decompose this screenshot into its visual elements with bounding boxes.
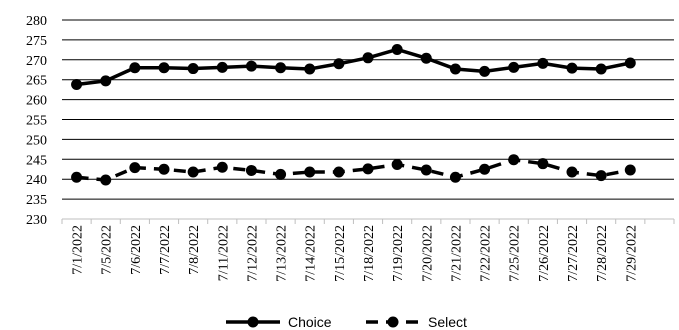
x-tick-label: 7/19/2022 (391, 225, 406, 282)
y-axis-tick-labels: 230 235 240 245 250 255 260 265 270 275 280 (26, 14, 47, 228)
y-tick-label: 245 (26, 153, 47, 168)
x-tick-label: 7/13/2022 (275, 225, 290, 282)
data-point-choice (595, 63, 607, 75)
x-tick-label: 7/27/2022 (566, 225, 581, 282)
y-tick-label: 255 (26, 114, 47, 129)
axes (61, 218, 675, 224)
x-tick-label: 7/6/2022 (129, 225, 144, 275)
data-point-select (595, 170, 607, 182)
legend-marker (247, 316, 259, 328)
data-point-choice (362, 52, 374, 64)
y-tick-label: 275 (26, 34, 47, 49)
data-point-choice (449, 63, 461, 75)
y-tick-label: 265 (26, 74, 47, 89)
data-point-select (362, 163, 374, 175)
x-tick-label: 7/12/2022 (245, 225, 260, 282)
y-tick-label: 240 (26, 173, 47, 188)
data-point-select (508, 154, 520, 166)
legend-item-select: Select (366, 314, 467, 330)
y-tick-label: 230 (26, 213, 47, 228)
data-point-choice (187, 63, 199, 75)
data-point-choice (100, 75, 112, 87)
data-point-select (187, 166, 199, 178)
data-point-select (216, 161, 228, 173)
data-point-select (245, 164, 257, 176)
data-point-select (71, 171, 83, 183)
data-point-choice (566, 62, 578, 74)
data-point-choice (333, 58, 345, 70)
gridlines (62, 19, 674, 200)
x-tick-label: 7/22/2022 (479, 225, 494, 282)
x-tick-label: 7/26/2022 (537, 225, 552, 282)
data-point-choice (420, 52, 432, 64)
x-tick-label: 7/25/2022 (508, 225, 523, 282)
x-tick-label: 7/11/2022 (216, 225, 231, 281)
data-point-choice (479, 65, 491, 77)
x-tick-label: 7/8/2022 (187, 225, 202, 275)
data-point-select (158, 163, 170, 175)
data-point-select (333, 166, 345, 178)
data-point-select (129, 162, 141, 174)
x-tick-label: 7/15/2022 (333, 225, 348, 282)
x-tick-label: 7/29/2022 (624, 225, 639, 282)
data-point-select (420, 164, 432, 176)
y-tick-label: 260 (26, 94, 47, 109)
data-point-select (624, 164, 636, 176)
data-point-select (566, 166, 578, 178)
series-choice (71, 43, 636, 90)
data-point-select (100, 174, 112, 186)
data-point-select (479, 163, 491, 175)
data-point-choice (624, 57, 636, 69)
data-point-choice (537, 57, 549, 69)
data-point-select (537, 158, 549, 170)
data-point-choice (245, 60, 257, 72)
x-tick-label: 7/5/2022 (100, 225, 115, 275)
legend-item-choice: Choice (226, 314, 332, 330)
x-axis-tick-labels: 7/1/2022 7/5/2022 7/6/2022 7/7/2022 7/8/2022… (71, 225, 640, 282)
x-tick-label: 7/20/2022 (420, 225, 435, 282)
x-tick-label: 7/1/2022 (71, 225, 86, 275)
data-point-select (275, 168, 287, 180)
legend-label: Select (428, 314, 467, 330)
data-point-choice (158, 62, 170, 74)
y-tick-label: 250 (26, 133, 47, 148)
x-tick-label: 7/14/2022 (304, 225, 319, 282)
data-point-select (449, 171, 461, 183)
data-point-choice (275, 62, 287, 74)
x-tick-label: 7/7/2022 (158, 225, 173, 275)
y-tick-label: 280 (26, 14, 47, 29)
data-point-choice (216, 61, 228, 73)
series-select (71, 154, 636, 186)
x-tick-label: 7/21/2022 (449, 225, 464, 282)
x-tick-label: 7/18/2022 (362, 225, 377, 282)
data-point-choice (71, 78, 83, 90)
legend: Choice Select (226, 314, 467, 330)
x-tick-label: 7/28/2022 (595, 225, 610, 282)
data-point-choice (391, 43, 403, 55)
data-point-choice (129, 62, 141, 74)
data-point-select (304, 166, 316, 178)
legend-label: Choice (288, 314, 332, 330)
y-tick-label: 235 (26, 193, 47, 208)
legend-marker (387, 316, 399, 328)
y-tick-label: 270 (26, 54, 47, 69)
data-point-select (391, 158, 403, 170)
series-lines (71, 43, 636, 186)
data-point-choice (304, 63, 316, 75)
data-point-choice (508, 61, 520, 73)
